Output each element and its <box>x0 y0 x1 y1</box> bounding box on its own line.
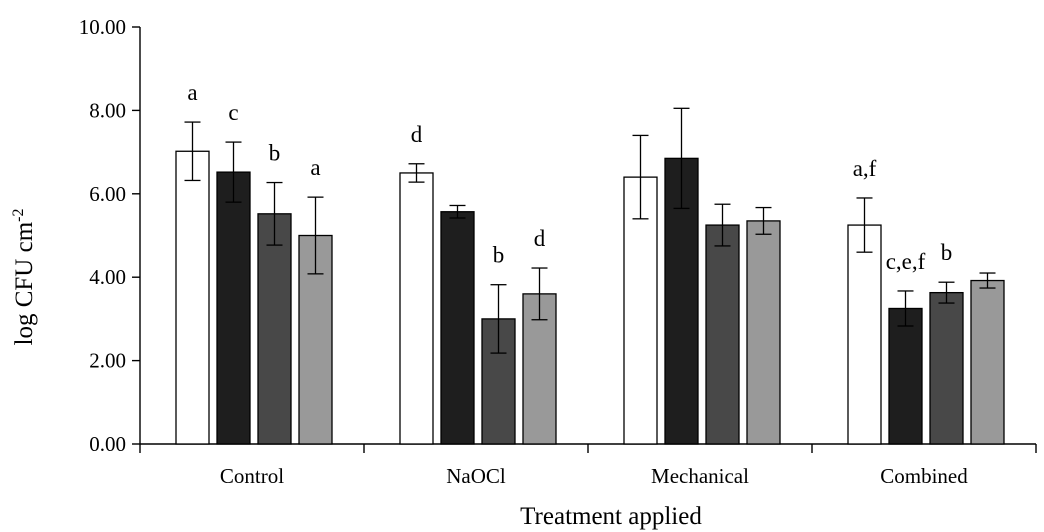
bar <box>216 171 251 445</box>
x-tick-label: NaOCl <box>446 464 506 488</box>
bar <box>929 291 964 445</box>
x-tick-label: Combined <box>880 464 968 488</box>
x-tick-label: Control <box>220 464 284 488</box>
bar <box>970 279 1005 445</box>
plot-area: 0.00 2.00 4.00 6.00 8.00 10.00 Control NaOCl Mec… <box>79 15 1037 488</box>
bar <box>705 224 740 445</box>
significance-label: d <box>534 226 546 251</box>
bar <box>175 150 210 445</box>
significance-label: a <box>310 155 320 180</box>
bar <box>440 211 475 445</box>
y-axis-title: log CFU cm-2 <box>10 209 38 346</box>
y-tick-label: 8.00 <box>89 98 126 122</box>
y-tick-label: 6.00 <box>89 182 126 206</box>
significance-label: a <box>187 80 197 105</box>
y-tick-label: 2.00 <box>89 349 126 373</box>
y-tick-label: 10.00 <box>79 15 126 39</box>
significance-label: c <box>228 100 238 125</box>
x-axis-title: Treatment applied <box>520 503 702 530</box>
bar <box>623 176 658 445</box>
significance-label: a,f <box>853 156 877 181</box>
significance-label: c,e,f <box>886 249 926 274</box>
significance-label: b <box>493 243 505 268</box>
x-tick-label: Mechanical <box>651 464 749 488</box>
bar <box>847 224 882 445</box>
y-tick-label: 0.00 <box>89 432 126 456</box>
significance-label: b <box>269 141 281 166</box>
y-axis-title-main: log CFU cm <box>11 221 38 345</box>
y-tick-label: 4.00 <box>89 265 126 289</box>
significance-label: b <box>941 240 953 265</box>
bar <box>746 220 781 445</box>
significance-label: d <box>411 122 423 147</box>
y-axis-title-superscript: -2 <box>10 209 27 222</box>
bar <box>888 307 923 445</box>
bar <box>399 172 434 445</box>
bar <box>257 213 292 445</box>
